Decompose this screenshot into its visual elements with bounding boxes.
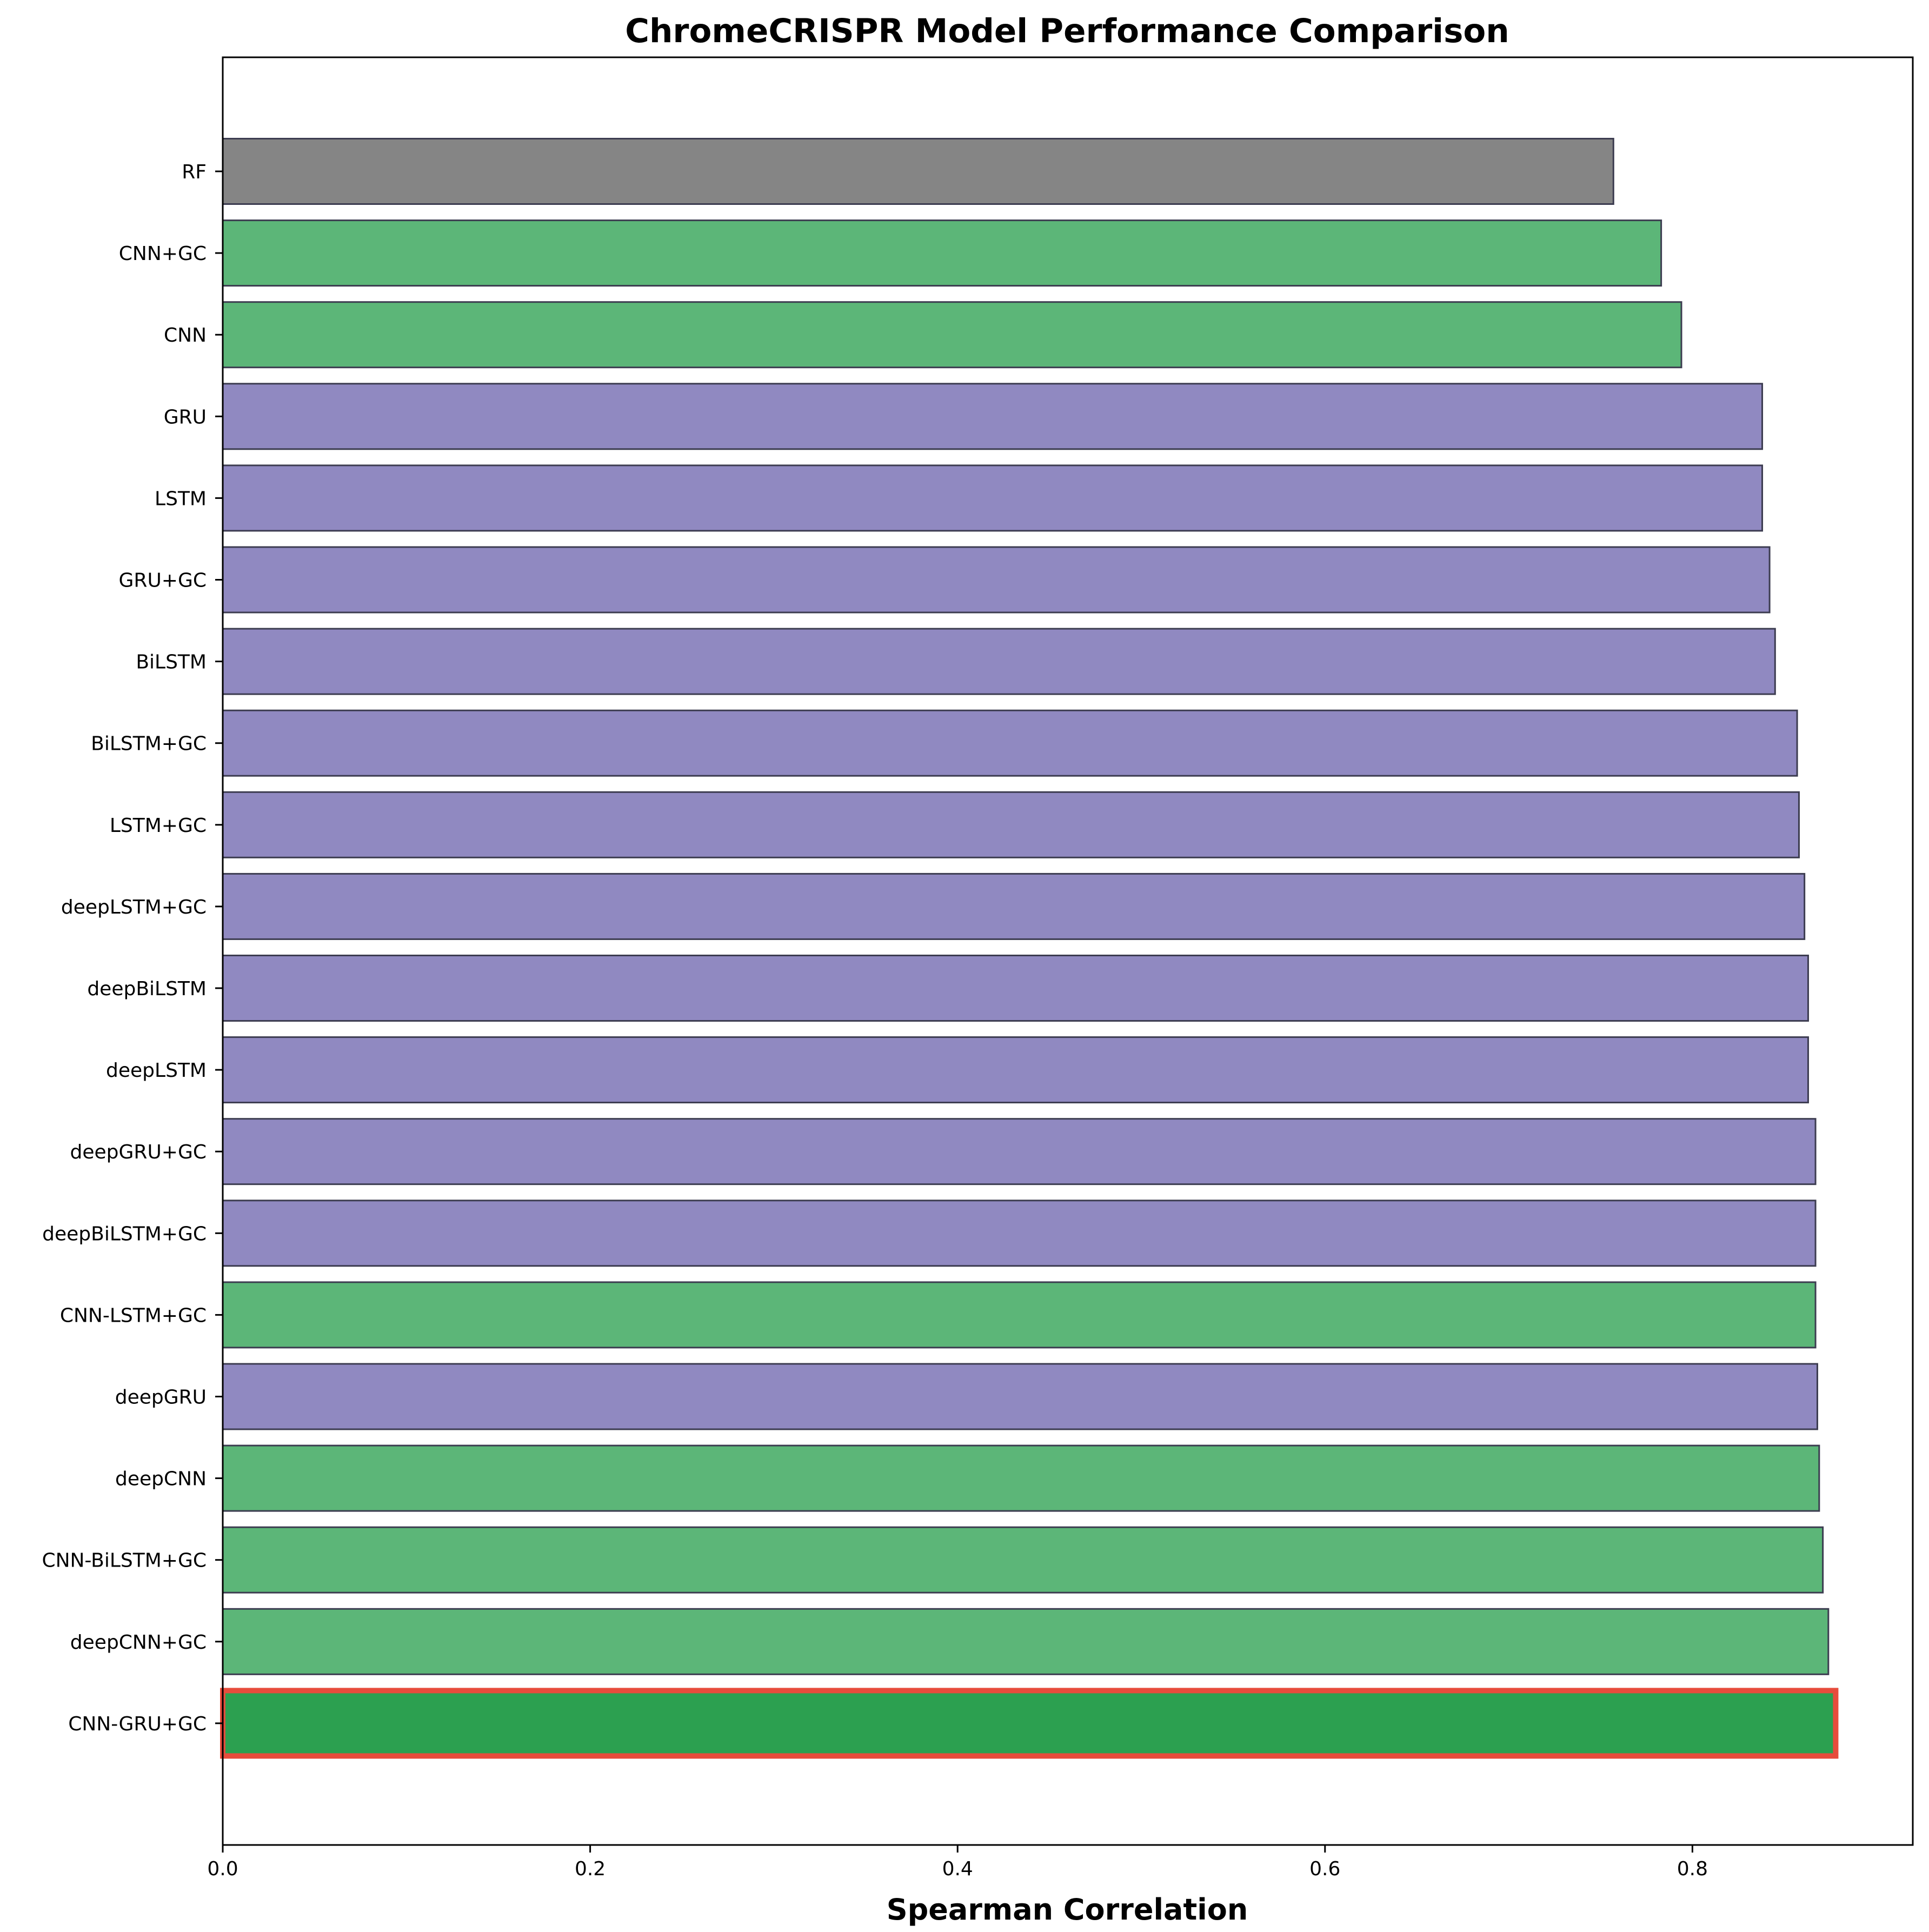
bar-deeplstm bbox=[222, 1036, 1809, 1104]
x-tick-label: 0.6 bbox=[1309, 1858, 1340, 1880]
x-axis-ticks: 0.0 0.2 0.4 0.6 0.8 bbox=[207, 1845, 1708, 1880]
y-tick-label-cnn-gru-plus-gc: CNN-GRU+GC bbox=[68, 1713, 207, 1735]
bar-bilstm bbox=[222, 628, 1776, 695]
x-tick-label: 0.0 bbox=[207, 1858, 238, 1880]
y-tick-label-deepgru-plus-gc: deepGRU+GC bbox=[70, 1141, 207, 1163]
y-tick-label-gru-plus-gc: GRU+GC bbox=[119, 570, 207, 592]
bars-group bbox=[220, 138, 1839, 1759]
chart-title: ChromeCRISPR Model Performance Compariso… bbox=[625, 12, 1509, 50]
y-tick-label-gru: GRU bbox=[164, 406, 207, 428]
plot-frame bbox=[222, 56, 1914, 1846]
y-tick-label-cnn: CNN bbox=[164, 324, 207, 347]
y-tick-label-lstm-plus-gc: LSTM+GC bbox=[110, 815, 207, 837]
bar-cnn-lstm-plus-gc bbox=[222, 1281, 1817, 1349]
bar-deeplstm-plus-gc bbox=[222, 872, 1806, 940]
y-tick-label-deepcnn: deepCNN bbox=[115, 1468, 207, 1490]
bar-gru-plus-gc bbox=[222, 546, 1771, 614]
y-tick-label-lstm: LSTM bbox=[155, 488, 207, 510]
bar-lstm bbox=[222, 464, 1764, 532]
bar-deepcnn-plus-gc bbox=[222, 1608, 1830, 1675]
y-tick-label-cnn-bilstm-plus-gc: CNN-BiLSTM+GC bbox=[42, 1550, 207, 1572]
y-tick-label-deepgru: deepGRU bbox=[115, 1387, 207, 1409]
y-tick-label-deeplstm-plus-gc: deepLSTM+GC bbox=[61, 896, 207, 918]
x-tick-label: 0.2 bbox=[575, 1858, 606, 1880]
bar-deepgru-plus-gc bbox=[222, 1118, 1817, 1185]
bar-cnn bbox=[222, 301, 1682, 369]
y-tick-label-cnn-lstm-plus-gc: CNN-LSTM+GC bbox=[60, 1304, 207, 1327]
bar-cnn-plus-gc bbox=[222, 219, 1662, 287]
bar-deepgru bbox=[222, 1363, 1818, 1430]
bar-deepcnn bbox=[222, 1444, 1820, 1512]
x-axis-label: Spearman Correlation bbox=[887, 1893, 1248, 1927]
y-tick-labels: RF CNN+GC CNN GRU LSTM GRU+GC BiLSTM BiLSTM+GC L… bbox=[42, 161, 223, 1735]
bar-deepbilstm bbox=[222, 955, 1809, 1022]
x-tick-label: 0.8 bbox=[1677, 1858, 1708, 1880]
bar-cnn-bilstm-plus-gc bbox=[222, 1526, 1824, 1594]
x-tick-label: 0.4 bbox=[942, 1858, 973, 1880]
y-tick-label-cnn-plus-gc: CNN+GC bbox=[119, 243, 207, 265]
y-tick-label-deepbilstm: deepBiLSTM bbox=[87, 978, 207, 1000]
bar-lstm-plus-gc bbox=[222, 791, 1800, 858]
bar-cnn-gru-plus-gc bbox=[220, 1688, 1839, 1759]
y-tick-label-deepcnn-plus-gc: deepCNN+GC bbox=[70, 1631, 207, 1654]
y-tick-label-deeplstm: deepLSTM bbox=[106, 1060, 207, 1082]
y-tick-label-deepbilstm-plus-gc: deepBiLSTM+GC bbox=[42, 1223, 207, 1245]
bar-gru bbox=[222, 383, 1764, 450]
y-tick-label-bilstm: BiLSTM bbox=[136, 651, 207, 674]
bar-rf bbox=[222, 138, 1614, 205]
y-tick-label-rf: RF bbox=[182, 161, 207, 183]
bar-deepbilstm-plus-gc bbox=[222, 1200, 1817, 1267]
y-tick-label-bilstm-plus-gc: BiLSTM+GC bbox=[91, 733, 207, 755]
bar-bilstm-plus-gc bbox=[222, 709, 1798, 777]
